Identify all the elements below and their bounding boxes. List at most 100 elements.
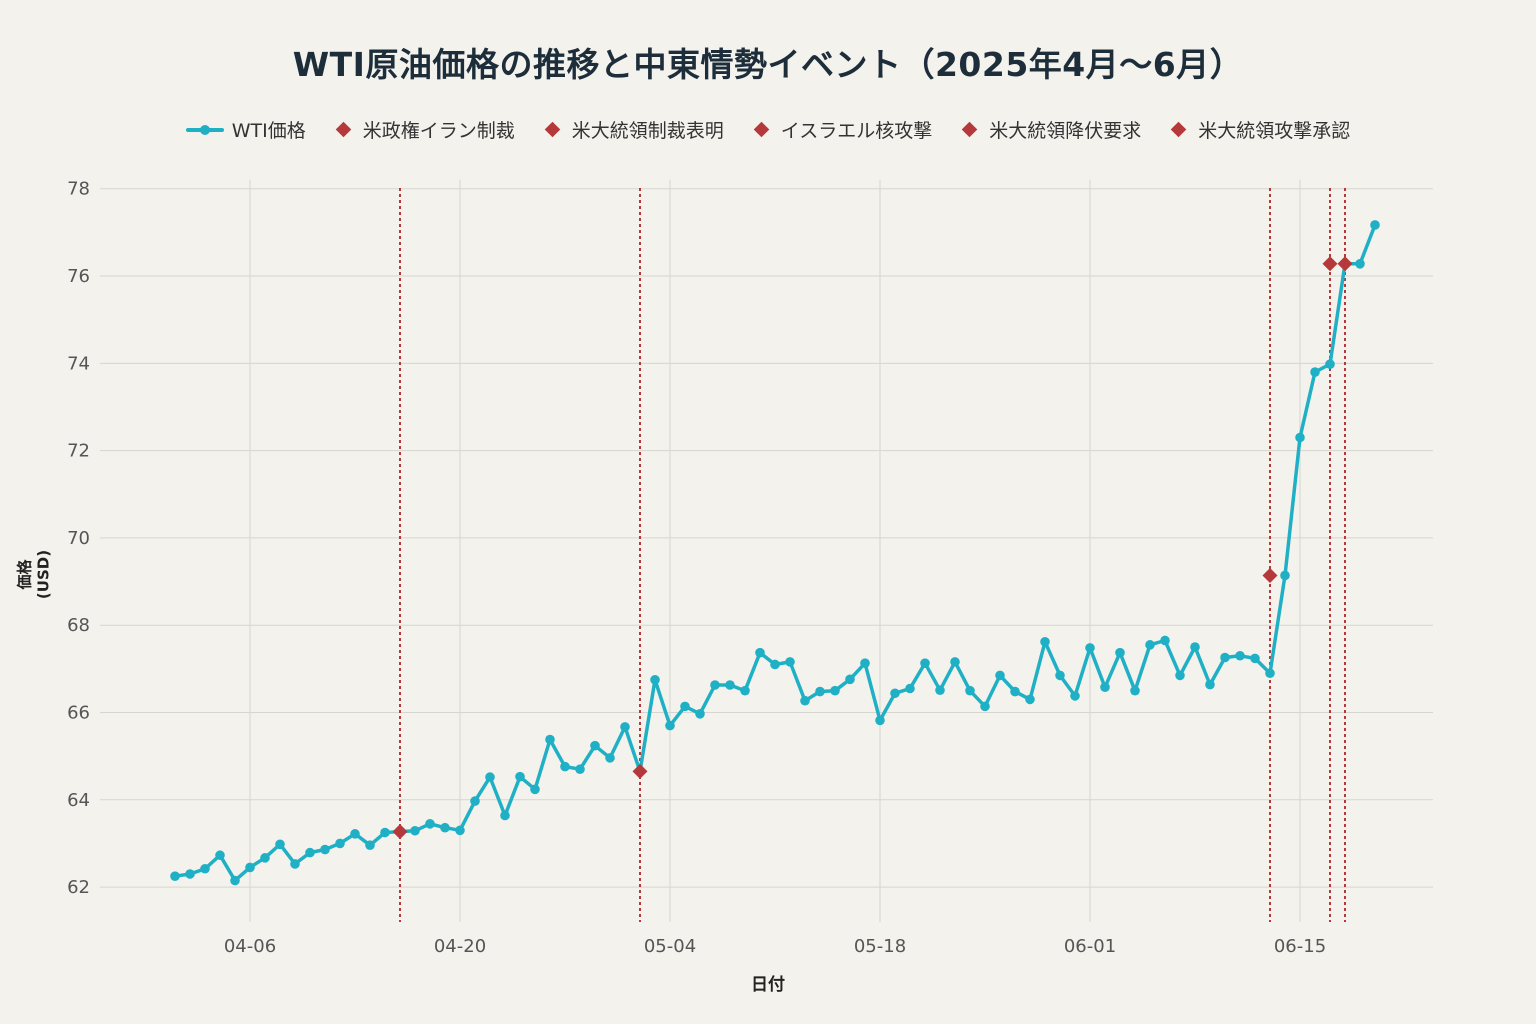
x-tick-label: 05-04	[644, 936, 696, 957]
y-axis-label: 価格(USD)	[15, 549, 53, 600]
legend: WTI価格 米政権イラン制裁 米大統領制裁表明 イスラエル核攻撃 米大統領降伏要…	[0, 116, 1536, 143]
wti-data-point	[350, 829, 360, 839]
wti-data-point	[1130, 685, 1140, 696]
wti-data-point	[935, 685, 945, 696]
wti-data-point	[1160, 635, 1170, 646]
legend-item-event-3[interactable]: イスラエル核攻撃	[750, 116, 932, 143]
legend-item-event-4[interactable]: 米大統領降伏要求	[958, 116, 1141, 143]
wti-data-point	[455, 825, 465, 836]
wti-data-point	[1370, 220, 1380, 230]
wti-data-point	[620, 722, 630, 732]
wti-data-point	[320, 844, 330, 855]
grid	[100, 180, 1433, 922]
wti-data-point	[920, 658, 930, 668]
x-tick-label: 04-20	[434, 936, 486, 957]
wti-data-point	[1325, 359, 1335, 369]
wti-data-point	[215, 850, 225, 861]
wti-data-point	[1085, 643, 1095, 653]
y-tick-label: 74	[67, 353, 90, 374]
event-marker	[632, 763, 648, 779]
wti-data-point	[1265, 668, 1275, 679]
wti-data-point	[1250, 653, 1260, 664]
wti-data-point	[185, 869, 195, 879]
series-wti	[170, 220, 1380, 886]
wti-data-point	[605, 753, 615, 763]
wti-data-point	[665, 720, 675, 731]
legend-item-event-1[interactable]: 米政権イラン制裁	[332, 116, 515, 143]
y-tick-label: 76	[67, 266, 90, 287]
event-marker	[1337, 256, 1353, 272]
wti-data-point	[980, 701, 990, 712]
y-tick-label: 68	[67, 615, 90, 636]
wti-data-point	[755, 647, 765, 658]
legend-label-event-5: 米大統領攻撃承認	[1198, 120, 1351, 142]
wti-data-point	[1235, 650, 1245, 661]
wti-data-point	[365, 840, 375, 850]
event-marker	[392, 824, 408, 840]
wti-data-point	[1355, 259, 1365, 269]
wti-data-point	[1025, 694, 1035, 705]
wti-data-point	[440, 822, 450, 833]
event-markers	[392, 256, 1353, 840]
legend-label-wti: WTI価格	[231, 120, 306, 142]
wti-data-point	[575, 764, 585, 775]
wti-data-point	[1070, 691, 1080, 701]
wti-data-point	[1295, 432, 1305, 443]
wti-data-point	[1205, 679, 1215, 690]
y-tick-label: 70	[67, 528, 90, 549]
y-tick-label: 64	[67, 790, 90, 811]
wti-data-point	[170, 871, 180, 881]
y-tick-label: 78	[67, 179, 90, 200]
wti-data-point	[995, 670, 1005, 681]
wti-data-point	[290, 859, 300, 869]
wti-data-point	[740, 685, 750, 696]
wti-data-point	[1010, 686, 1020, 697]
x-tick-label: 05-18	[854, 936, 906, 957]
wti-data-point	[230, 875, 240, 886]
wti-data-point	[830, 685, 840, 696]
wti-data-point	[710, 680, 720, 690]
legend-item-event-2[interactable]: 米大統領制裁表明	[541, 116, 724, 143]
chart-title: WTI原油価格の推移と中東情勢イベント（2025年4月～6月）	[292, 45, 1244, 84]
legend-label-event-3: イスラエル核攻撃	[780, 120, 933, 142]
wti-data-point	[845, 674, 855, 685]
x-tick-label: 06-01	[1064, 936, 1116, 957]
wti-data-point	[500, 810, 510, 821]
event-marker	[1262, 567, 1278, 583]
legend-item-wti[interactable]: WTI価格	[185, 116, 306, 143]
wti-data-point	[380, 827, 390, 838]
legend-line-marker	[185, 124, 224, 135]
wti-data-point	[950, 657, 960, 667]
wti-data-point	[545, 734, 555, 745]
wti-data-point	[1280, 570, 1290, 581]
x-tick-label: 04-06	[224, 936, 276, 957]
wti-data-point	[260, 853, 270, 863]
y-tick-label: 66	[67, 702, 90, 723]
wti-data-point	[1175, 670, 1185, 681]
wti-data-point	[410, 825, 420, 836]
wti-data-point	[485, 772, 495, 782]
wti-data-point	[1190, 642, 1200, 652]
axes: 62 64 66 68 70 72 74 76 78 04-06 04-20 05-04 05-18 06…	[67, 179, 1326, 957]
legend-item-event-5[interactable]: 米大統領攻撃承認	[1167, 116, 1350, 143]
wti-data-point	[875, 715, 885, 726]
wti-data-point	[1115, 647, 1125, 658]
wti-data-point	[890, 688, 900, 699]
legend-label-event-1: 米政権イラン制裁	[362, 120, 515, 142]
wti-data-point	[1055, 670, 1065, 681]
wti-data-point	[1040, 636, 1050, 647]
wti-data-point	[305, 847, 315, 858]
wti-data-point	[1145, 640, 1155, 650]
wti-data-point	[680, 701, 690, 712]
wti-data-point	[1100, 682, 1110, 692]
x-axis-label: 日付	[751, 975, 785, 995]
wti-data-point	[560, 761, 570, 772]
wti-data-point	[860, 658, 870, 668]
wti-data-point	[815, 686, 825, 697]
wti-data-point	[470, 796, 480, 806]
wti-data-point	[200, 863, 210, 874]
x-tick-label: 06-15	[1274, 936, 1326, 957]
wti-data-point	[695, 709, 705, 719]
y-tick-label: 72	[67, 441, 90, 462]
